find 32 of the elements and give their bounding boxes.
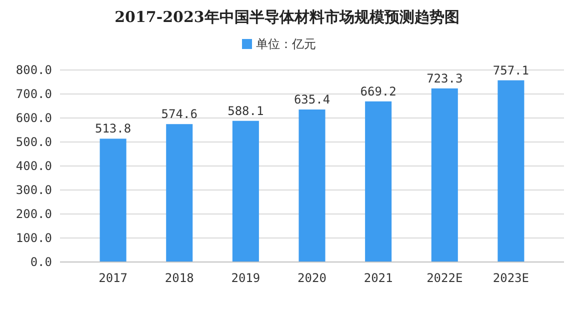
- bar: [100, 138, 126, 262]
- bar: [298, 110, 326, 262]
- x-tick-label: 2023E: [492, 271, 530, 285]
- data-label: 513.8: [94, 122, 132, 136]
- bar: [232, 120, 259, 262]
- y-tick-label: 700.0: [16, 87, 52, 101]
- y-tick-label: 600.0: [16, 111, 52, 125]
- data-label: 588.1: [228, 104, 264, 118]
- y-tick-label: 100.0: [16, 231, 52, 245]
- x-tick-label: 2017: [98, 271, 128, 285]
- data-label: 635.4: [294, 92, 330, 107]
- y-tick-label: 200.0: [16, 207, 52, 221]
- bar: [365, 101, 392, 262]
- data-label: 757.1: [492, 63, 530, 78]
- x-tick-label: 2021: [364, 271, 393, 285]
- x-tick-label: 2022E: [426, 271, 463, 285]
- legend-label: 单位：亿元: [256, 37, 316, 51]
- bar: [166, 124, 193, 262]
- y-tick-label: 400.0: [16, 159, 52, 173]
- data-label: 669.2: [360, 84, 396, 98]
- bar: [498, 80, 524, 262]
- chart-title: 2017-2023年中国半导体材料市场规模预测趋势图: [114, 8, 460, 26]
- x-tick-label: 2019: [231, 271, 260, 285]
- bar: [431, 88, 458, 262]
- data-label: 574.6: [161, 107, 198, 122]
- y-tick-label: 0.0: [30, 255, 52, 269]
- y-tick-label: 500.0: [16, 135, 52, 149]
- x-tick-label: 2020: [298, 271, 326, 285]
- data-label: 723.3: [426, 71, 463, 86]
- y-tick-label: 800.0: [16, 63, 52, 77]
- x-tick-label: 2018: [164, 271, 194, 285]
- y-tick-label: 300.0: [16, 183, 52, 197]
